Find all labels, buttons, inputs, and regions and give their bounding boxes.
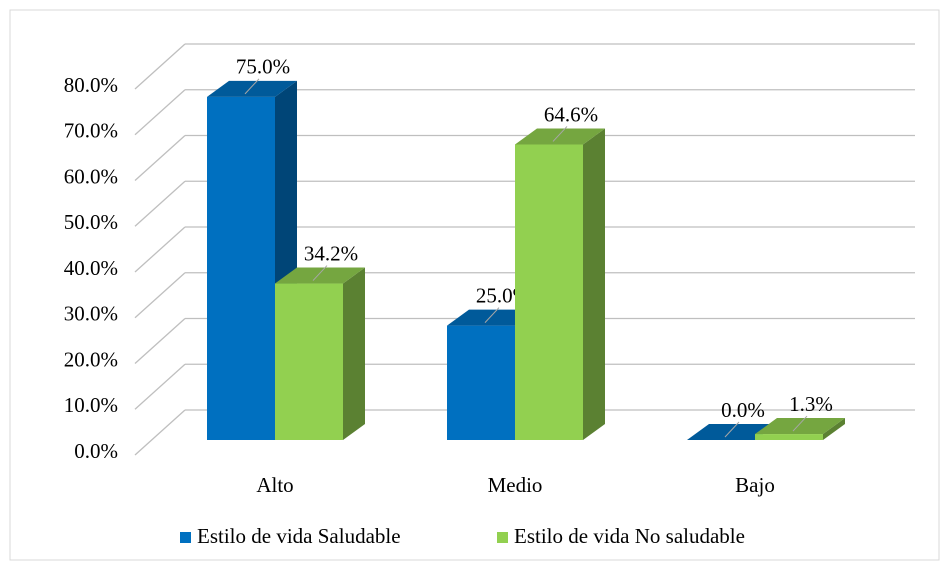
y-tick-label: 0.0% [74, 439, 118, 463]
bar [447, 325, 515, 440]
data-label: 1.3% [789, 392, 833, 416]
grid-line-depth [134, 226, 186, 273]
bar-top [755, 418, 845, 435]
grid-line-depth [134, 318, 186, 364]
grid-line-depth [134, 43, 186, 90]
bar-side [583, 128, 605, 440]
label-leader [484, 307, 500, 323]
bar-top [275, 267, 365, 284]
data-label: 75.0% [236, 55, 290, 79]
y-tick-label: 30.0% [64, 302, 118, 326]
x-tick-label: Bajo [735, 473, 775, 497]
bar [207, 96, 275, 440]
x-tick-label: Alto [256, 473, 293, 497]
label-leader [724, 421, 740, 438]
x-tick-label: Medio [488, 473, 543, 497]
y-tick-label: 80.0% [64, 73, 118, 97]
legend-label: Estilo de vida No saludable [514, 524, 745, 548]
grid-line-depth [134, 180, 186, 227]
bar [275, 283, 343, 440]
data-label: 0.0% [721, 398, 765, 422]
data-label: 34.2% [304, 241, 358, 265]
y-tick-label: 10.0% [64, 393, 118, 417]
label-leader [244, 78, 260, 95]
grid-line-depth [134, 409, 186, 456]
frame [9, 9, 940, 561]
legend-label: Estilo de vida Saludable [197, 524, 401, 548]
label-leader [552, 126, 568, 142]
legend-swatch [180, 532, 191, 543]
y-tick-label: 40.0% [64, 256, 118, 280]
grid-line-depth [134, 89, 186, 136]
grid-line-depth [134, 363, 186, 410]
bar-top [447, 309, 537, 326]
bar [515, 144, 583, 440]
y-tick-label: 20.0% [64, 347, 118, 371]
bar-side [823, 418, 845, 440]
bar-top [687, 424, 777, 440]
grid-line-depth [134, 135, 186, 181]
y-tick-label: 60.0% [64, 164, 118, 188]
label-leader [312, 265, 328, 281]
y-tick-label: 50.0% [64, 210, 118, 234]
bar-side [343, 267, 365, 440]
data-label: 64.6% [544, 102, 598, 126]
bar-top [515, 128, 605, 145]
legend-swatch [497, 532, 508, 543]
bar [755, 434, 823, 440]
label-leader [792, 415, 808, 432]
grid-line-depth [134, 272, 186, 319]
bar-top [207, 80, 297, 97]
y-tick-label: 70.0% [64, 119, 118, 143]
